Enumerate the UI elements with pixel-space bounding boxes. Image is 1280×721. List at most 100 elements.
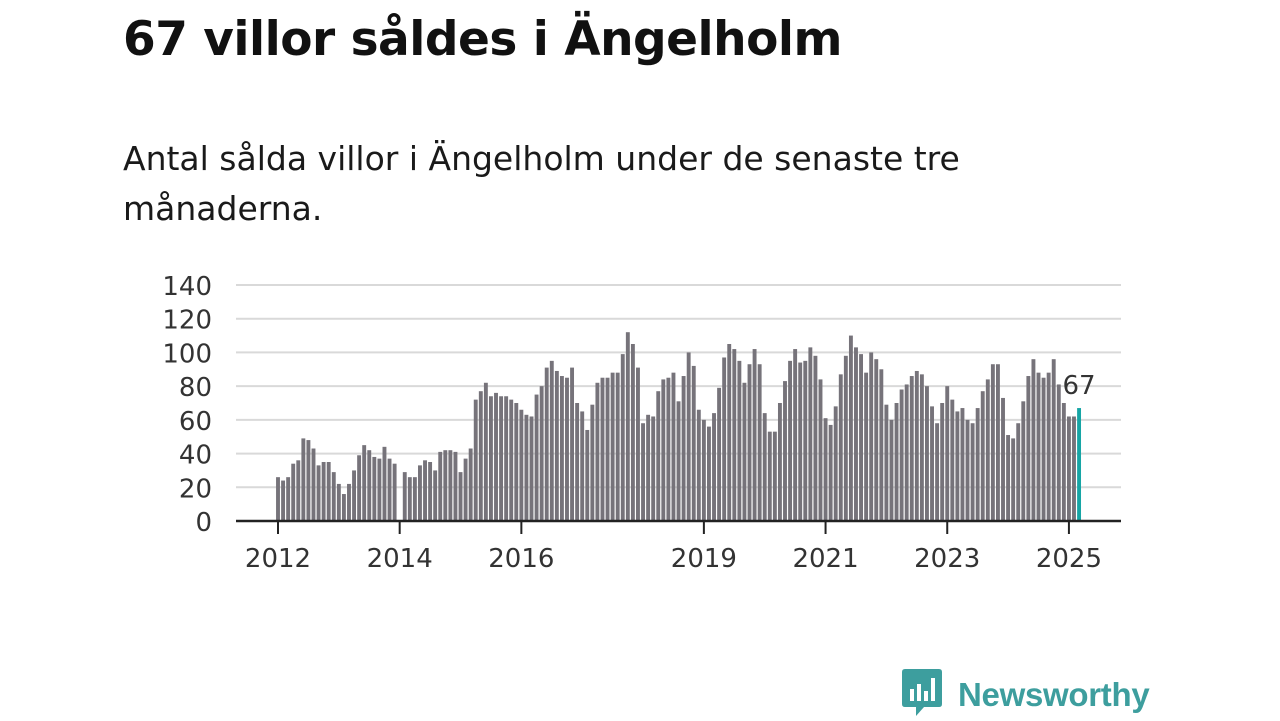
bar [478, 391, 483, 521]
bar [630, 344, 635, 521]
bar [600, 377, 605, 521]
bar [1051, 359, 1056, 521]
bar [453, 451, 458, 521]
bar [813, 355, 818, 521]
bar [646, 414, 651, 521]
bar [701, 419, 706, 521]
bar [625, 332, 630, 521]
bar [1001, 397, 1005, 521]
bar [930, 406, 934, 521]
bar [757, 364, 762, 521]
brand: Newsworthy [902, 669, 1150, 720]
bar [1061, 403, 1066, 521]
bar [341, 494, 346, 521]
bar [925, 386, 929, 521]
bar [722, 357, 727, 521]
bar [985, 379, 990, 521]
y-tick-label: 80 [179, 373, 212, 403]
page-subtitle: Antal sålda villor i Ängelholm under de … [123, 139, 960, 228]
bar [402, 472, 407, 521]
bar [828, 424, 833, 521]
bar [854, 347, 858, 521]
bar [392, 463, 397, 521]
bar [559, 376, 564, 521]
bar [1056, 384, 1061, 521]
bar [463, 458, 468, 521]
bar [326, 462, 331, 521]
bar [504, 396, 509, 521]
bar [1016, 423, 1021, 521]
bar [433, 470, 438, 521]
bar [316, 465, 321, 521]
bar [494, 392, 498, 521]
bar [970, 423, 975, 521]
bar [301, 438, 306, 521]
bar [869, 352, 874, 521]
bar [666, 377, 671, 521]
bar [717, 387, 722, 521]
bar [468, 448, 473, 521]
bar [904, 384, 909, 521]
y-tick-label: 120 [162, 306, 212, 336]
bar [1006, 435, 1011, 521]
bar [286, 477, 291, 521]
bar [838, 374, 843, 521]
bar [488, 396, 493, 521]
bar [554, 370, 559, 521]
bar [843, 355, 848, 521]
bar [565, 377, 569, 521]
x-axis [236, 519, 1121, 534]
bar [727, 344, 732, 521]
bar [696, 409, 701, 521]
x-tick-label: 2019 [671, 544, 737, 574]
y-tick-label: 100 [162, 339, 212, 369]
bar [1026, 376, 1031, 521]
bar [483, 382, 488, 521]
bar [296, 460, 301, 521]
bar [382, 446, 387, 521]
bar [1072, 416, 1076, 521]
bar [1021, 401, 1026, 521]
bar [651, 416, 656, 521]
bar [935, 423, 940, 521]
bar [509, 399, 514, 521]
bar [864, 372, 869, 521]
bar [387, 458, 392, 521]
bar [372, 456, 377, 521]
bar [570, 367, 575, 521]
bar [894, 403, 899, 521]
bar [524, 414, 529, 521]
bar [889, 419, 894, 521]
bar [367, 450, 372, 521]
bar [438, 451, 443, 521]
bar [443, 450, 448, 521]
bar [833, 406, 838, 521]
bar [742, 382, 747, 521]
bar [980, 391, 985, 521]
bar [960, 408, 965, 521]
bar [423, 460, 427, 521]
bar [595, 382, 600, 521]
bar [681, 376, 686, 521]
bar [539, 386, 544, 521]
bar [605, 377, 610, 521]
bar [585, 429, 590, 521]
x-tick-label: 2025 [1036, 544, 1102, 574]
bar [762, 413, 767, 521]
bar [752, 349, 757, 521]
x-tick-label: 2012 [245, 544, 311, 574]
bar [788, 360, 793, 521]
bar [818, 379, 823, 521]
bar [686, 352, 691, 521]
bar [950, 399, 955, 521]
x-tick-label: 2023 [914, 544, 980, 574]
bar [575, 403, 580, 521]
x-tick-label: 2016 [488, 544, 554, 574]
bar [691, 365, 696, 521]
highlight-bar [1077, 408, 1082, 521]
bar [676, 401, 681, 521]
bar [473, 399, 478, 521]
bar [975, 408, 980, 521]
bar [412, 477, 417, 521]
